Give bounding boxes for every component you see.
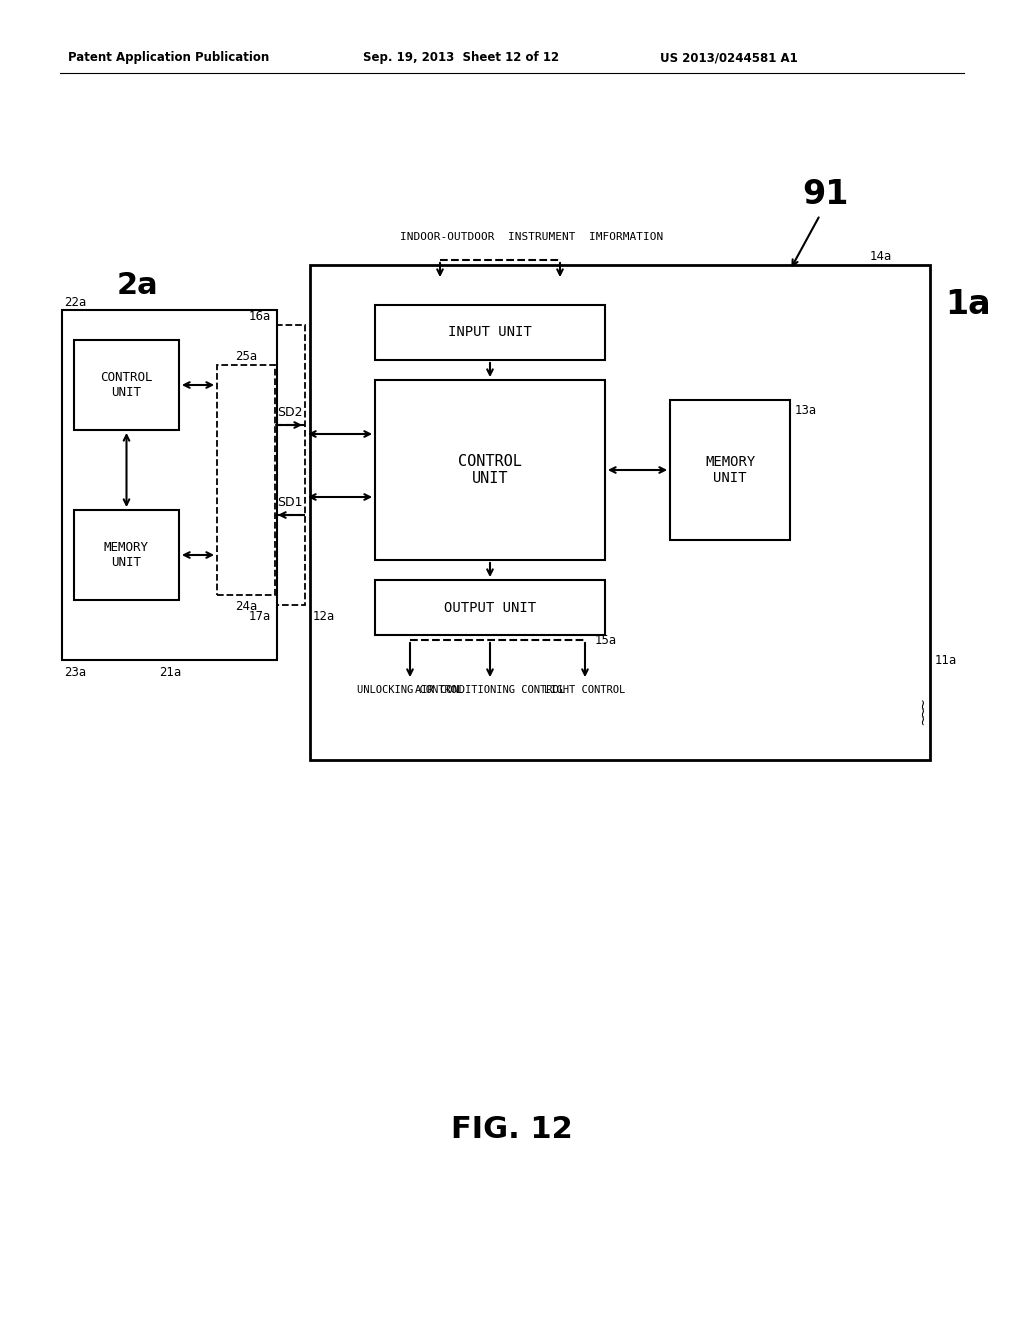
Text: SD2: SD2 — [278, 407, 303, 420]
Bar — [375, 380, 605, 560]
Bar — [62, 310, 278, 660]
Text: FIG. 12: FIG. 12 — [452, 1115, 572, 1144]
Text: SD1: SD1 — [278, 496, 303, 510]
Text: 21a: 21a — [160, 665, 181, 678]
Text: US 2013/0244581 A1: US 2013/0244581 A1 — [660, 51, 798, 65]
Text: 11a: 11a — [935, 653, 957, 667]
Text: 14a: 14a — [870, 251, 892, 264]
Text: 13a: 13a — [795, 404, 817, 417]
Text: MEMORY
UNIT: MEMORY UNIT — [104, 541, 150, 569]
Text: CONTROL
UNIT: CONTROL UNIT — [458, 454, 522, 486]
Bar — [215, 325, 305, 605]
Text: INPUT UNIT: INPUT UNIT — [449, 326, 531, 339]
Text: ~: ~ — [913, 708, 927, 719]
Text: 25a: 25a — [234, 351, 257, 363]
Text: 2a: 2a — [117, 271, 159, 300]
Bar — [310, 265, 930, 760]
Bar — [375, 579, 605, 635]
Text: Sep. 19, 2013  Sheet 12 of 12: Sep. 19, 2013 Sheet 12 of 12 — [362, 51, 559, 65]
Bar — [375, 305, 605, 360]
Text: Patent Application Publication: Patent Application Publication — [68, 51, 269, 65]
Text: ~: ~ — [913, 715, 927, 727]
Text: 17a: 17a — [249, 610, 271, 623]
Text: OUTPUT UNIT: OUTPUT UNIT — [444, 601, 536, 615]
Bar — [670, 400, 790, 540]
Text: ~: ~ — [913, 700, 927, 710]
Text: 91: 91 — [802, 178, 848, 211]
Text: 16a: 16a — [249, 310, 271, 323]
Text: 24a: 24a — [234, 601, 257, 614]
Text: 12a: 12a — [313, 610, 335, 623]
Text: UNLOCKING CONTROL: UNLOCKING CONTROL — [357, 685, 463, 696]
Bar — [74, 341, 179, 430]
Text: MEMORY
UNIT: MEMORY UNIT — [705, 455, 755, 486]
Text: 23a: 23a — [63, 665, 86, 678]
Text: INDOOR-OUTDOOR  INSTRUMENT  IMFORMATION: INDOOR-OUTDOOR INSTRUMENT IMFORMATION — [400, 232, 664, 242]
Bar — [74, 510, 179, 601]
Text: 1a: 1a — [945, 289, 990, 322]
Text: 15a: 15a — [595, 634, 617, 647]
Text: 22a: 22a — [63, 296, 86, 309]
Text: CONTROL
UNIT: CONTROL UNIT — [100, 371, 153, 399]
Bar — [217, 366, 275, 595]
Text: AIR CONDITIONING CONTROL: AIR CONDITIONING CONTROL — [415, 685, 565, 696]
Text: LIGHT CONTROL: LIGHT CONTROL — [545, 685, 626, 696]
